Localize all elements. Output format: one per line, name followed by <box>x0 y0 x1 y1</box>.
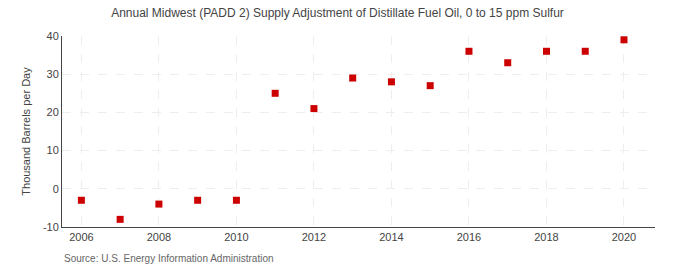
svg-text:0: 0 <box>53 183 59 195</box>
svg-text:10: 10 <box>47 144 59 156</box>
svg-text:30: 30 <box>47 68 59 80</box>
svg-text:2012: 2012 <box>302 231 326 243</box>
svg-text:-10: -10 <box>43 221 59 233</box>
svg-text:Source: U.S. Energy Informatio: Source: U.S. Energy Information Administ… <box>64 253 274 264</box>
svg-text:2006: 2006 <box>69 231 93 243</box>
svg-text:2020: 2020 <box>612 231 636 243</box>
svg-text:2016: 2016 <box>457 231 481 243</box>
svg-text:2010: 2010 <box>224 231 248 243</box>
svg-text:20: 20 <box>47 106 59 118</box>
svg-text:Thousand Barrels per Day: Thousand Barrels per Day <box>20 67 32 196</box>
svg-text:40: 40 <box>47 30 59 42</box>
svg-text:2018: 2018 <box>534 231 558 243</box>
svg-text:Annual Midwest (PADD 2) Supply: Annual Midwest (PADD 2) Supply Adjustmen… <box>111 6 564 20</box>
svg-text:2008: 2008 <box>147 231 171 243</box>
svg-text:2014: 2014 <box>379 231 403 243</box>
